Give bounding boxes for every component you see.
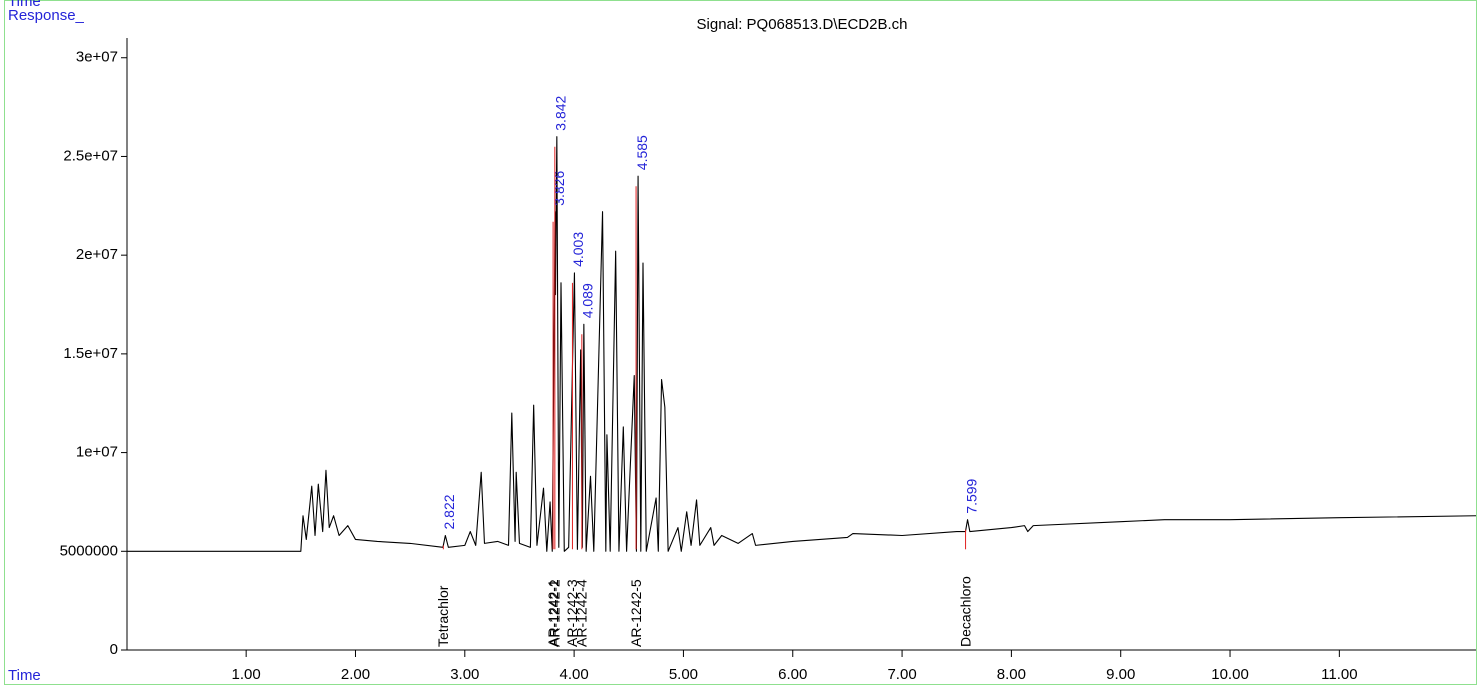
peak-time-label: 7.599: [963, 478, 979, 513]
compound-label: AR-1242-3: [564, 579, 580, 647]
x-tick-label: 8.00: [997, 666, 1026, 683]
top-label: Time: [8, 0, 41, 10]
compound-label: AR-1242-1: [545, 579, 561, 647]
chart-title: Signal: PQ068513.D\ECD2B.ch: [697, 16, 908, 33]
peak-time-label: 2.822: [441, 494, 457, 529]
x-tick-label: 5.00: [669, 666, 698, 683]
peak-time-label: 3.826: [551, 170, 567, 205]
x-tick-label: 4.00: [560, 666, 589, 683]
peak-time-label: 3.842: [553, 95, 569, 130]
compound-label: AR-1242-5: [628, 579, 644, 647]
y-tick-label: 2e+07: [76, 246, 118, 263]
y-tick-label: 2.5e+07: [63, 147, 118, 164]
x-tick-label: 11.00: [1321, 666, 1357, 683]
peak-time-label: 4.089: [580, 283, 596, 318]
x-tick-label: 7.00: [887, 666, 916, 683]
y-tick-label: 3e+07: [76, 49, 118, 66]
frame: [4, 0, 1477, 685]
y-tick-label: 0: [110, 641, 118, 658]
compound-label: Decachloro: [957, 576, 973, 647]
y-tick-label: 5000000: [60, 542, 118, 559]
signal-trace: [127, 136, 1477, 552]
peak-time-label: 4.585: [634, 135, 650, 170]
peak-time-label: 4.003: [570, 232, 586, 267]
x-tick-label: 3.00: [450, 666, 479, 683]
x-tick-label: 1.00: [232, 666, 261, 683]
y-tick-label: 1e+07: [76, 444, 118, 461]
x-tick-label: 2.00: [341, 666, 370, 683]
compound-label: Tetrachlor: [435, 585, 451, 647]
compound-label: AR-1242-4: [574, 579, 590, 647]
compound-label: AR-1242-2: [547, 579, 563, 647]
x-tick-label: 10.00: [1211, 666, 1249, 683]
y-axis-label: Response_: [8, 7, 85, 24]
x-tick-label: 9.00: [1106, 666, 1135, 683]
x-axis-label: Time: [8, 667, 41, 684]
x-tick-label: 6.00: [778, 666, 807, 683]
y-tick-label: 1.5e+07: [63, 345, 118, 362]
